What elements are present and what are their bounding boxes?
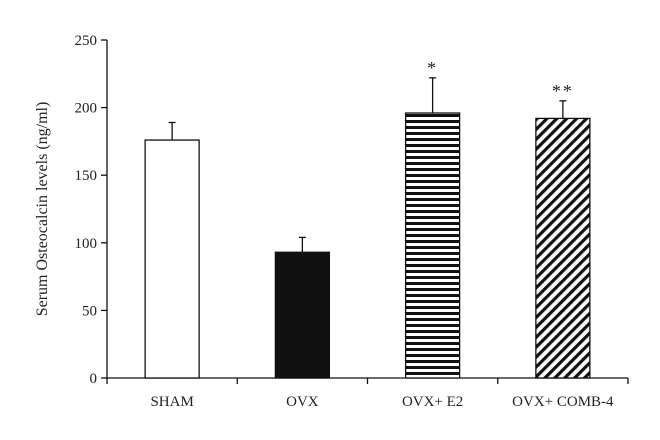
y-tick-label: 50 xyxy=(82,303,97,319)
significance-marker: ** xyxy=(552,81,574,101)
x-tick-label: SHAM xyxy=(150,394,193,410)
y-tick-label: 250 xyxy=(75,33,98,49)
bar xyxy=(404,112,461,379)
y-tick-label: 200 xyxy=(75,101,98,117)
y-tick-label: 150 xyxy=(75,168,98,184)
bar xyxy=(274,251,331,379)
x-tick-label: OVX+ COMB-4 xyxy=(512,394,614,410)
x-tick-label: OVX xyxy=(286,394,319,410)
significance-marker: * xyxy=(427,58,438,78)
x-tick-label: OVX+ E2 xyxy=(402,394,463,410)
bar xyxy=(535,117,591,379)
bars: SHAM OVX * OVX+ E2 ** OVX+ COMB-4 xyxy=(144,58,614,410)
y-tick-label: 0 xyxy=(90,371,98,387)
y-axis-title: Serum Osteocalcin levels (ng/ml) xyxy=(34,102,51,317)
y-tick-label: 100 xyxy=(75,236,98,252)
bar xyxy=(144,139,200,379)
